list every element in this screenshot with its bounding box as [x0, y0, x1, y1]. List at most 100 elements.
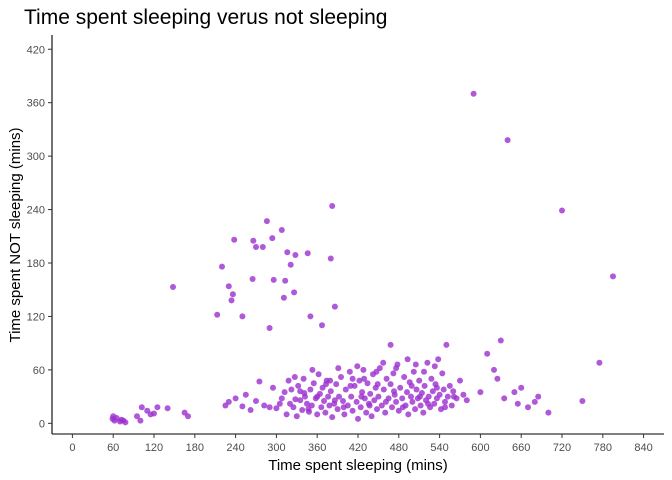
- data-point: [413, 386, 420, 393]
- x-axis-title: Time spent sleeping (mins): [268, 457, 448, 474]
- data-point: [321, 398, 327, 404]
- data-point: [249, 276, 256, 282]
- data-point: [239, 313, 246, 320]
- data-point: [442, 404, 448, 411]
- data-point: [299, 407, 306, 413]
- data-point: [354, 363, 361, 370]
- data-point: [399, 395, 406, 402]
- data-point: [435, 356, 442, 363]
- data-point: [335, 365, 342, 372]
- data-point: [525, 404, 531, 411]
- data-point: [457, 377, 463, 384]
- data-point: [327, 255, 334, 262]
- data-point: [408, 393, 414, 400]
- data-point: [514, 400, 521, 407]
- data-point: [497, 337, 504, 344]
- data-point: [431, 400, 438, 407]
- data-point: [327, 388, 334, 395]
- data-point: [225, 283, 232, 290]
- data-point: [404, 389, 410, 396]
- data-point: [367, 390, 374, 397]
- data-point: [450, 388, 457, 395]
- data-point: [404, 356, 411, 363]
- data-point: [276, 400, 283, 407]
- data-point: [477, 389, 484, 396]
- data-point: [340, 398, 346, 404]
- data-point: [263, 218, 270, 225]
- data-point: [373, 368, 380, 375]
- data-point: [154, 404, 161, 411]
- data-point: [304, 250, 311, 257]
- data-point: [310, 380, 317, 387]
- data-point: [366, 402, 373, 409]
- data-point: [442, 398, 448, 405]
- y-tick-label: 120: [27, 311, 45, 323]
- data-point: [239, 403, 246, 410]
- data-point: [185, 413, 191, 420]
- data-point: [319, 322, 325, 329]
- data-point: [291, 374, 298, 380]
- data-point: [443, 341, 450, 348]
- data-point: [231, 236, 238, 243]
- data-point: [359, 389, 366, 396]
- data-point: [375, 393, 382, 400]
- data-point: [329, 414, 336, 421]
- data-point: [494, 375, 501, 382]
- data-point: [382, 409, 389, 416]
- x-tick-label: 60: [107, 442, 119, 454]
- data-point: [325, 393, 332, 400]
- data-point: [291, 289, 298, 296]
- data-point: [470, 90, 477, 97]
- data-point: [285, 377, 292, 384]
- data-point: [293, 413, 300, 420]
- data-point: [535, 393, 542, 400]
- data-point: [280, 294, 287, 301]
- y-axis-title: Time spent NOT sleeping (mins): [7, 127, 24, 342]
- data-point: [292, 252, 299, 258]
- data-point: [420, 409, 427, 416]
- data-point: [439, 370, 446, 377]
- data-point: [340, 404, 347, 411]
- data-point: [425, 400, 431, 407]
- data-point: [399, 404, 406, 411]
- data-point: [380, 359, 387, 366]
- data-point: [253, 244, 259, 250]
- data-point: [559, 207, 565, 214]
- data-point: [410, 368, 417, 375]
- data-point: [278, 395, 285, 402]
- data-point: [342, 386, 349, 393]
- data-point: [348, 393, 355, 400]
- data-point: [368, 413, 375, 420]
- data-point: [416, 377, 423, 384]
- data-point: [232, 395, 239, 402]
- data-point: [355, 415, 361, 422]
- y-tick-label: 300: [27, 151, 45, 163]
- data-point: [421, 382, 428, 389]
- data-point: [446, 382, 453, 389]
- data-point: [314, 411, 321, 418]
- data-point: [333, 381, 340, 388]
- data-point: [531, 398, 538, 405]
- data-point: [393, 398, 400, 405]
- data-point: [228, 297, 235, 304]
- data-point: [281, 389, 288, 396]
- data-point: [484, 350, 491, 357]
- data-point: [491, 366, 497, 373]
- data-point: [338, 374, 344, 380]
- data-point: [323, 381, 329, 388]
- data-point: [259, 244, 266, 250]
- x-tick-label: 180: [186, 442, 204, 454]
- data-point: [261, 402, 268, 409]
- data-point: [409, 398, 416, 405]
- data-point: [511, 389, 518, 396]
- data-point: [253, 398, 259, 404]
- data-point: [395, 407, 402, 414]
- y-tick-label: 360: [27, 98, 45, 110]
- data-point: [284, 249, 291, 256]
- data-point: [122, 419, 129, 426]
- data-point: [214, 311, 221, 318]
- data-point: [334, 406, 341, 413]
- data-point: [378, 402, 385, 409]
- data-point: [518, 384, 525, 391]
- y-tick-label: 420: [27, 44, 45, 56]
